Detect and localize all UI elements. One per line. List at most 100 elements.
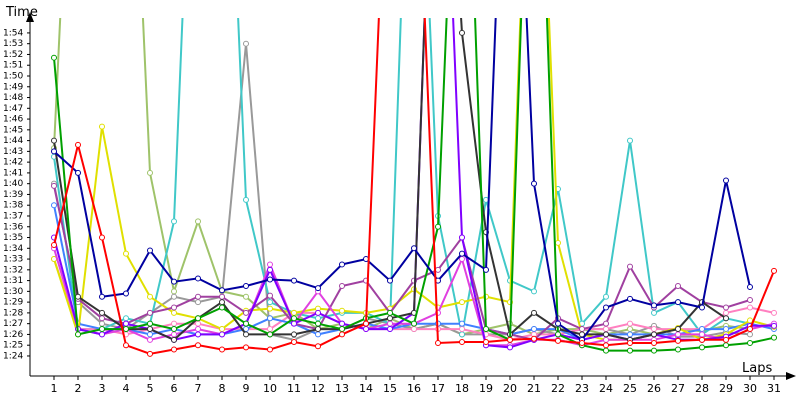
data-point <box>315 285 321 292</box>
data-point <box>627 295 633 302</box>
data-point <box>651 347 657 354</box>
data-point <box>651 340 657 347</box>
data-point <box>363 320 369 327</box>
y-tick-label: 1:53 <box>3 39 23 49</box>
data-point <box>771 322 777 329</box>
data-point <box>531 335 537 342</box>
data-point <box>291 277 297 284</box>
data-point <box>51 202 57 209</box>
data-point <box>315 320 321 327</box>
data-point <box>747 331 753 338</box>
x-axis-arrow <box>786 372 796 380</box>
data-point <box>99 315 105 322</box>
data-point <box>171 278 177 285</box>
x-tick-label: 1 <box>51 382 58 395</box>
data-point <box>771 267 777 274</box>
data-point <box>75 141 81 148</box>
data-point <box>315 309 321 316</box>
x-tick-label: 5 <box>147 382 154 395</box>
series-line <box>53 18 751 336</box>
data-point <box>171 288 177 295</box>
data-point <box>675 282 681 289</box>
data-point <box>411 326 417 333</box>
data-point <box>339 320 345 327</box>
data-point <box>603 293 609 300</box>
data-point <box>459 234 465 241</box>
y-tick-label: 1:29 <box>3 298 23 308</box>
x-tick-label: 23 <box>575 382 589 395</box>
data-point <box>243 293 249 300</box>
y-tick-label: 1:33 <box>3 255 23 265</box>
data-point <box>315 343 321 350</box>
data-point <box>267 292 273 299</box>
data-point <box>315 326 321 333</box>
y-tick-label: 1:44 <box>3 136 23 146</box>
data-point <box>243 196 249 203</box>
data-point <box>147 336 153 343</box>
data-point <box>651 302 657 309</box>
data-point <box>171 304 177 311</box>
data-point <box>243 331 249 338</box>
data-point <box>315 331 321 338</box>
data-point <box>435 340 441 347</box>
data-point <box>291 315 297 322</box>
data-point <box>147 350 153 357</box>
y-tick-label: 1:52 <box>3 50 23 60</box>
data-point <box>459 256 465 263</box>
data-point <box>243 320 249 327</box>
data-point <box>699 331 705 338</box>
data-point <box>171 326 177 333</box>
y-tick-label: 1:34 <box>3 244 23 254</box>
data-point <box>243 309 249 316</box>
x-tick-label: 25 <box>623 382 637 395</box>
data-point <box>99 326 105 333</box>
data-point <box>99 309 105 316</box>
data-point <box>51 54 57 61</box>
x-tick-label: 26 <box>647 382 661 395</box>
data-point <box>75 293 81 300</box>
x-tick-label: 6 <box>171 382 178 395</box>
data-point <box>219 299 225 306</box>
data-point <box>267 276 273 283</box>
data-point <box>459 331 465 338</box>
data-point <box>699 304 705 311</box>
x-tick-label: 18 <box>455 382 469 395</box>
data-point <box>603 331 609 338</box>
data-point <box>507 344 513 351</box>
data-point <box>147 309 153 316</box>
data-point <box>51 242 57 249</box>
data-point <box>555 239 561 246</box>
data-point <box>483 338 489 345</box>
x-tick-label: 24 <box>599 382 613 395</box>
data-point <box>147 331 153 338</box>
data-point <box>723 342 729 349</box>
data-point <box>51 137 57 144</box>
data-point <box>51 148 57 155</box>
data-point <box>219 346 225 353</box>
x-tick-label: 15 <box>383 382 397 395</box>
data-point <box>747 317 753 324</box>
x-axis-label: Laps <box>742 361 772 376</box>
data-point <box>339 307 345 314</box>
data-point <box>267 261 273 268</box>
data-point <box>243 40 249 47</box>
data-point <box>627 347 633 354</box>
data-point <box>171 331 177 338</box>
data-point <box>723 315 729 322</box>
data-point <box>267 346 273 353</box>
y-tick-label: 1:39 <box>3 190 23 200</box>
y-tick-label: 1:47 <box>3 104 23 114</box>
x-tick-label: 19 <box>479 382 493 395</box>
data-point <box>195 342 201 349</box>
x-tick-label: 11 <box>287 382 301 395</box>
data-point <box>267 315 273 322</box>
data-point <box>219 287 225 294</box>
data-point <box>675 331 681 338</box>
data-point <box>123 290 129 297</box>
y-tick-label: 1:51 <box>3 61 23 71</box>
y-tick-label: 1:49 <box>3 82 23 92</box>
data-point <box>171 293 177 300</box>
data-point <box>627 137 633 144</box>
data-point <box>747 340 753 347</box>
